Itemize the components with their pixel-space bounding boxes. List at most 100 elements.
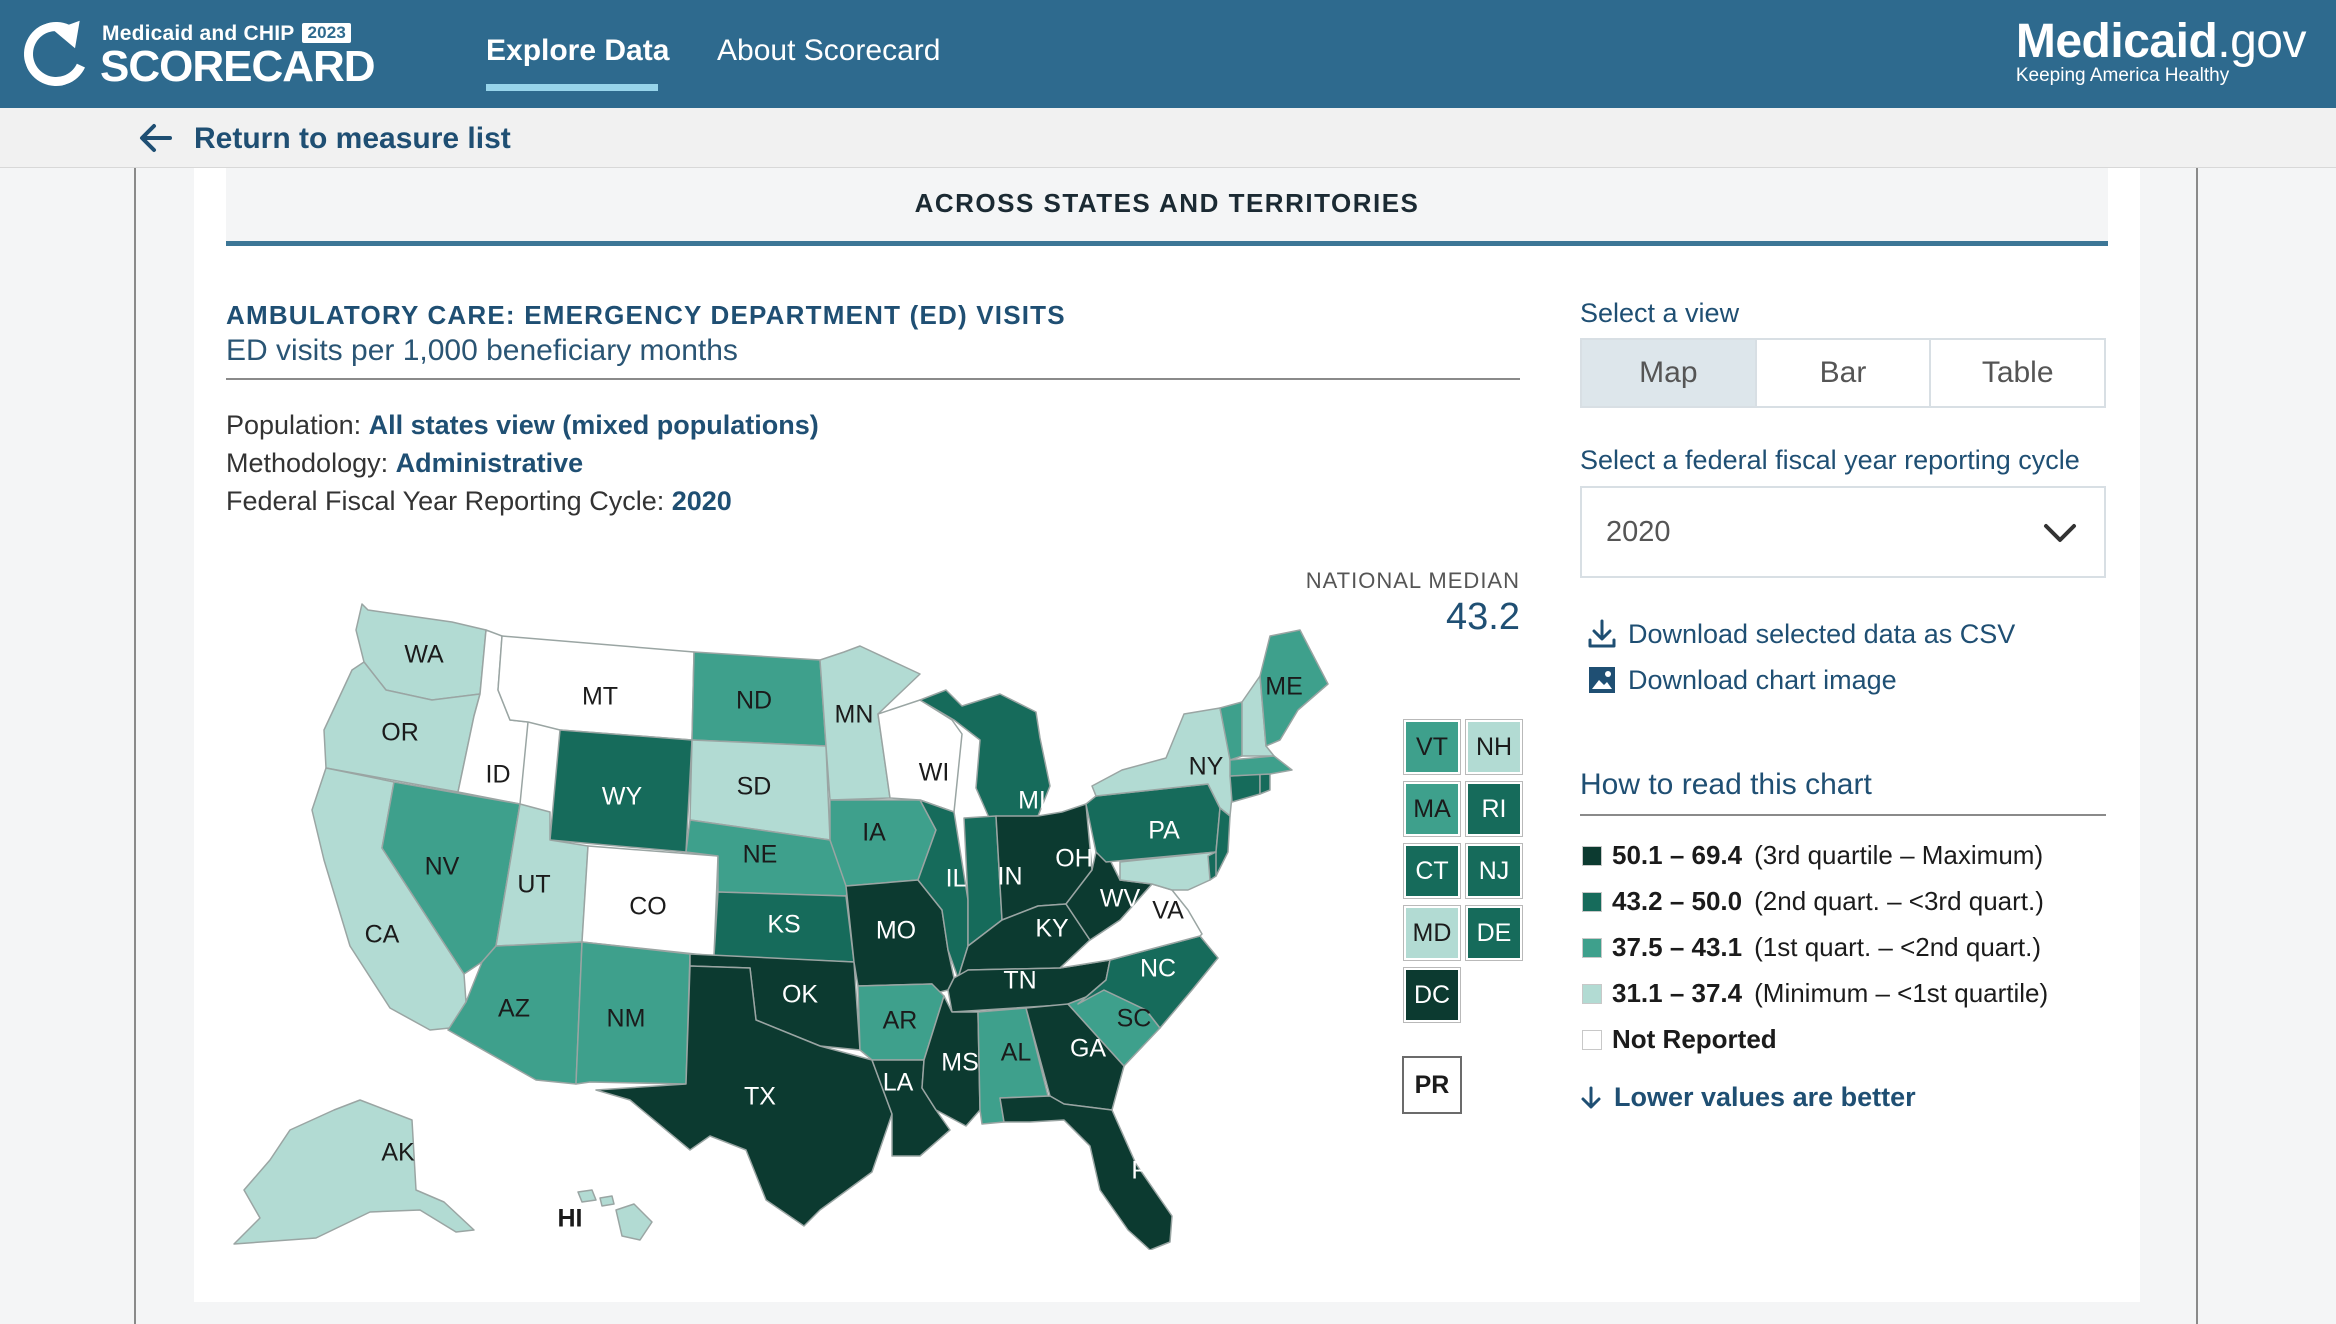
map-label-WA: WA bbox=[404, 641, 444, 669]
map-label-PA: PA bbox=[1148, 817, 1180, 845]
map-label-NE: NE bbox=[743, 841, 778, 869]
return-to-measure-list-link[interactable]: Return to measure list bbox=[194, 122, 511, 155]
select-view-label: Select a view bbox=[1580, 298, 1740, 328]
methodology-value: Administrative bbox=[395, 448, 584, 478]
download-csv-link[interactable]: Download selected data as CSV bbox=[1586, 618, 2015, 650]
state-box-DC[interactable]: DC bbox=[1403, 967, 1461, 1023]
download-icon bbox=[1588, 619, 1616, 648]
state-box-PR[interactable]: PR bbox=[1402, 1056, 1462, 1114]
state-CT[interactable] bbox=[1229, 773, 1261, 803]
state-box-NH[interactable]: NH bbox=[1465, 719, 1523, 775]
map-label-AL: AL bbox=[1001, 1039, 1032, 1067]
legend-range: 50.1 – 69.4 bbox=[1612, 840, 1743, 870]
map-label-FL: FL bbox=[1131, 1157, 1160, 1185]
state-box-VT[interactable]: VT bbox=[1403, 719, 1461, 775]
map-label-KS: KS bbox=[767, 911, 800, 939]
reporting-cycle-select-label: Select a federal fiscal year reporting c… bbox=[1580, 445, 2080, 475]
map-label-OR: OR bbox=[381, 719, 419, 747]
tab-about-scorecard[interactable]: About Scorecard bbox=[717, 34, 941, 67]
state-RI[interactable] bbox=[1259, 773, 1271, 795]
reporting-cycle-select-value: 2020 bbox=[1606, 516, 1671, 548]
legend-swatch bbox=[1582, 891, 1602, 912]
legend-swatch bbox=[1582, 1029, 1602, 1050]
state-MA[interactable] bbox=[1229, 755, 1293, 777]
legend-range: 37.5 – 43.1 bbox=[1612, 932, 1743, 962]
legend-description: (1st quart. – <2nd quart.) bbox=[1754, 932, 2042, 962]
state-NC[interactable] bbox=[1077, 935, 1219, 1029]
map-label-MS: MS bbox=[941, 1049, 979, 1077]
state-NM[interactable] bbox=[575, 941, 691, 1085]
legend-description: (2nd quart. – <3rd quart.) bbox=[1754, 886, 2044, 916]
state-DE[interactable] bbox=[1207, 851, 1217, 881]
legend-item: 31.1 – 37.4 (Minimum – <1st quartile) bbox=[1582, 978, 2048, 1009]
state-MS[interactable] bbox=[921, 995, 981, 1127]
legend-item: 50.1 – 69.4 (3rd quartile – Maximum) bbox=[1582, 840, 2043, 871]
legend-title: How to read this chart bbox=[1580, 768, 1872, 801]
state-box-MA[interactable]: MA bbox=[1403, 781, 1461, 837]
download-image-link[interactable]: Download chart image bbox=[1586, 664, 1897, 696]
map-labels: WA OR CA ID MT WY NV UT CO AZ NM ND SD NE KS OK TX MN IA MO… bbox=[365, 641, 1303, 1233]
state-box-CT[interactable]: CT bbox=[1403, 843, 1461, 899]
state-box-DE[interactable]: DE bbox=[1465, 905, 1523, 961]
legend-swatch bbox=[1582, 937, 1602, 958]
map-label-IA: IA bbox=[862, 819, 886, 847]
national-median-value: 43.2 bbox=[1446, 596, 1520, 638]
measure-divider bbox=[226, 378, 1520, 380]
map-label-TX: TX bbox=[744, 1083, 776, 1111]
state-box-NJ[interactable]: NJ bbox=[1465, 843, 1523, 899]
lower-values-better-text: Lower values are better bbox=[1614, 1082, 1916, 1112]
map-label-AR: AR bbox=[883, 1007, 918, 1035]
map-label-MO: MO bbox=[876, 917, 916, 945]
view-bar-button[interactable]: Bar bbox=[1757, 340, 1932, 406]
legend-description: (3rd quartile – Maximum) bbox=[1754, 840, 2044, 870]
state-TX[interactable] bbox=[595, 965, 893, 1227]
state-box-MD[interactable]: MD bbox=[1403, 905, 1461, 961]
medicaid-gov-logo[interactable]: Medicaid.gov Keeping America Healthy bbox=[2016, 14, 2307, 87]
page-bottom-strip bbox=[174, 1302, 2158, 1324]
measure-subtitle: ED visits per 1,000 beneficiary months bbox=[226, 334, 738, 367]
back-arrow-icon[interactable] bbox=[138, 121, 174, 155]
state-HI-islet-2[interactable] bbox=[599, 1195, 615, 1207]
map-label-NY: NY bbox=[1189, 753, 1224, 781]
legend-divider bbox=[1580, 814, 2106, 816]
view-map-button[interactable]: Map bbox=[1582, 340, 1757, 406]
map-label-OH: OH bbox=[1055, 845, 1093, 873]
map-label-CO: CO bbox=[629, 893, 667, 921]
tab-explore-data[interactable]: Explore Data bbox=[486, 34, 670, 67]
reporting-cycle-select[interactable]: 2020 bbox=[1580, 486, 2106, 578]
map-label-TN: TN bbox=[1003, 967, 1036, 995]
legend-range: 31.1 – 37.4 bbox=[1612, 978, 1743, 1008]
active-tab-underline bbox=[486, 84, 658, 91]
state-FL[interactable] bbox=[999, 1095, 1173, 1250]
methodology-line: Methodology: Administrative bbox=[226, 448, 584, 478]
state-HI-islet[interactable] bbox=[577, 1189, 597, 1203]
image-icon bbox=[1589, 667, 1615, 693]
lower-values-better-note: Lower values are better bbox=[1578, 1082, 1916, 1113]
logo-small-text: Medicaid and CHIP 2023 bbox=[102, 22, 352, 46]
legend-item: 37.5 – 43.1 (1st quart. – <2nd quart.) bbox=[1582, 932, 2041, 963]
map-label-OK: OK bbox=[782, 981, 818, 1009]
map-label-MT: MT bbox=[582, 683, 618, 711]
state-box-RI[interactable]: RI bbox=[1465, 781, 1523, 837]
legend-description: (Minimum – <1st quartile) bbox=[1754, 978, 2049, 1008]
map-label-ND: ND bbox=[736, 687, 772, 715]
map-label-WV: WV bbox=[1100, 885, 1141, 913]
download-csv-label: Download selected data as CSV bbox=[1628, 618, 2016, 649]
scorecard-logo[interactable]: Medicaid and CHIP 2023 SCORECARD bbox=[14, 11, 376, 96]
state-AK[interactable] bbox=[233, 1099, 475, 1245]
map-label-SC: SC bbox=[1117, 1005, 1152, 1033]
map-label-ID: ID bbox=[486, 761, 511, 789]
map-label-AK: AK bbox=[381, 1139, 415, 1167]
legend-swatch bbox=[1582, 983, 1602, 1004]
view-table-button[interactable]: Table bbox=[1981, 356, 2054, 389]
state-IL[interactable] bbox=[917, 799, 969, 979]
state-ME[interactable] bbox=[1259, 629, 1329, 747]
map-label-VA: VA bbox=[1152, 897, 1184, 925]
arrow-down-icon bbox=[1581, 1086, 1601, 1108]
us-choropleth-map: WA OR CA ID MT WY NV UT CO AZ NM ND SD NE KS OK TX MN IA MO… bbox=[233, 603, 1329, 1250]
map-label-MN: MN bbox=[835, 701, 874, 729]
state-HI[interactable] bbox=[615, 1203, 653, 1241]
logo-year-badge: 2023 bbox=[302, 23, 352, 43]
state-NH[interactable] bbox=[1241, 675, 1275, 757]
